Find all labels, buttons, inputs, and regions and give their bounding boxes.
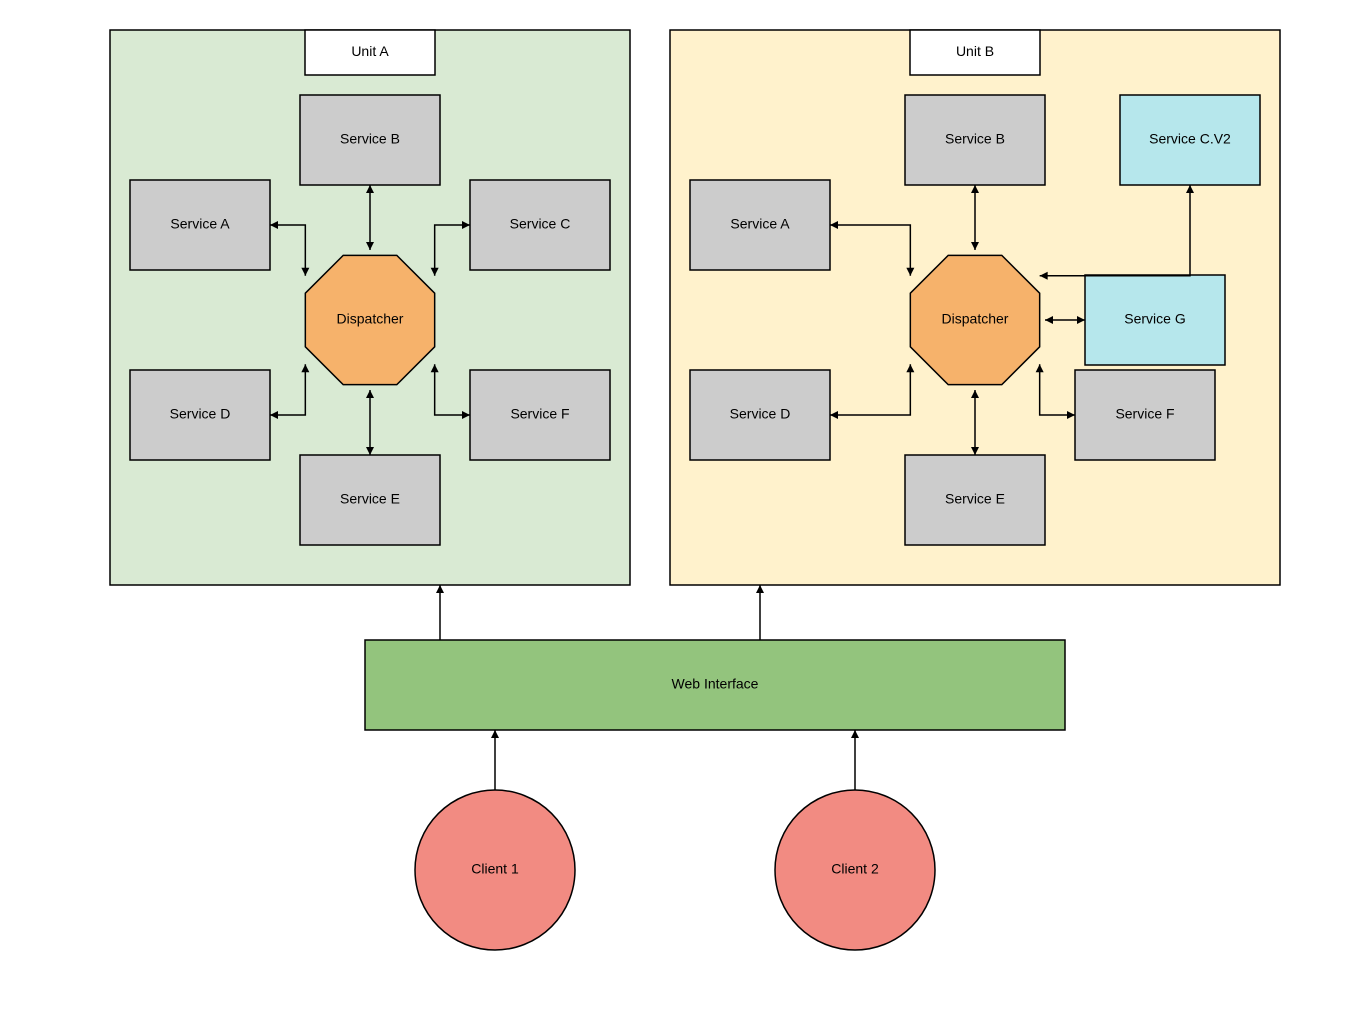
dispatcher-label: Dispatcher [337,311,404,327]
service-label: Service E [945,491,1005,507]
unit_b: Unit B Service A Service B Service C.V2 Serv… [670,30,1280,585]
arrowhead-icon [851,730,859,738]
arrowhead-icon [756,585,764,593]
service-label: Service D [730,406,791,422]
service-label: Service G [1124,311,1185,327]
service-label: Service C.V2 [1149,131,1231,147]
unit-title: Unit A [351,43,389,59]
client-label: Client 1 [471,861,519,877]
unit-title: Unit B [956,43,994,59]
arrowhead-icon [436,585,444,593]
service-label: Service A [170,216,230,232]
service-label: Service F [510,406,569,422]
service-label: Service B [340,131,400,147]
service-label: Service F [1115,406,1174,422]
client-label: Client 2 [831,861,879,877]
service-label: Service C [510,216,571,232]
architecture-diagram: Unit A Service A Service B Service C Service… [0,0,1360,1023]
service-label: Service E [340,491,400,507]
arrowhead-icon [491,730,499,738]
service-label: Service D [170,406,231,422]
unit_a: Unit A Service A Service B Service C Service… [110,30,630,585]
service-label: Service A [730,216,790,232]
dispatcher-label: Dispatcher [942,311,1009,327]
service-label: Service B [945,131,1005,147]
web-interface-label: Web Interface [672,676,759,692]
